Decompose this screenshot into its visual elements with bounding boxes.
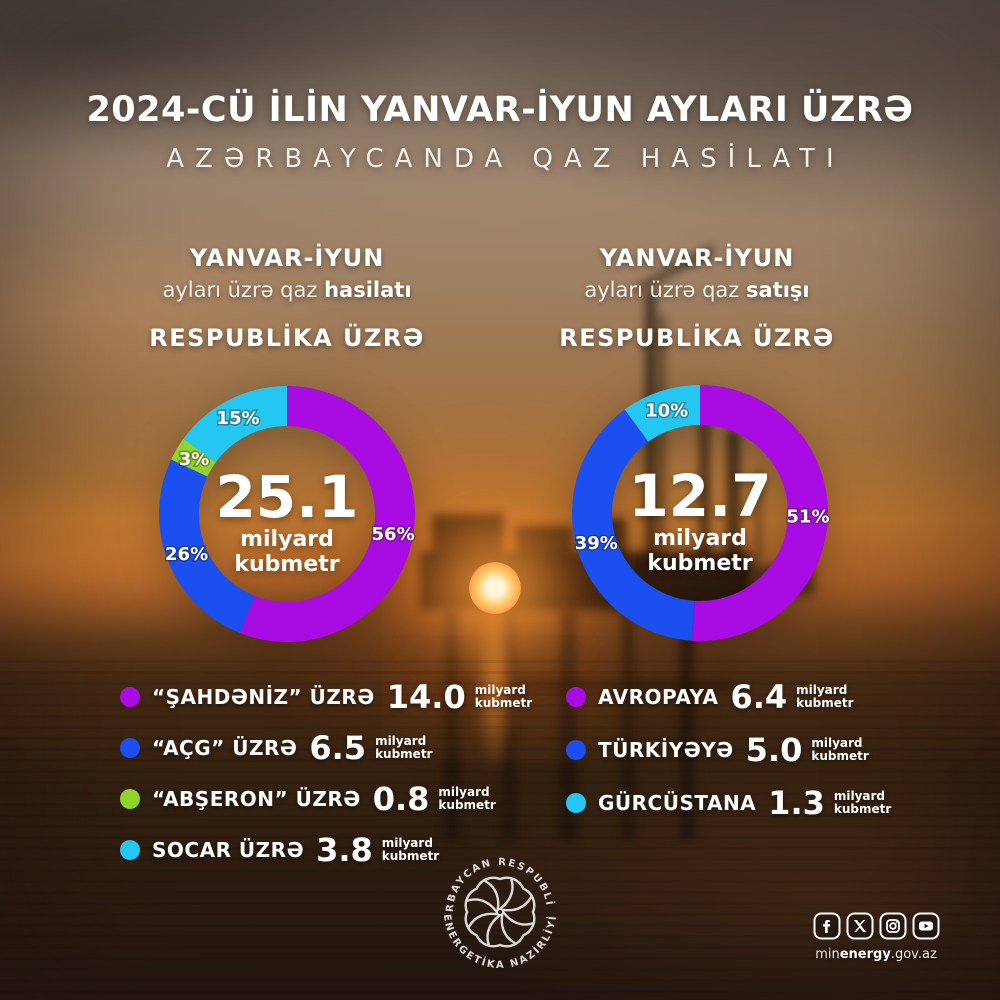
donut-percent-label: 39% xyxy=(575,533,618,554)
legend-item: “ABŞERON” ÜZRƏ 0.8 milyard kubmetr xyxy=(120,780,532,818)
production-legend: “ŞAHDƏNİZ” ÜZRƏ 14.0 milyard kubmetr “AÇG” Ü… xyxy=(120,678,532,869)
page-title: 2024-CÜ İLİN YANVAR-İYUN AYLARI ÜZRƏ xyxy=(86,90,914,130)
donut-percent-label: 56% xyxy=(372,524,415,545)
donut-segment xyxy=(159,459,255,634)
production-total-value: 25.1 xyxy=(215,463,359,531)
legend-label: “AÇG” ÜZRƏ xyxy=(152,736,298,760)
legend-unit: milyard kubmetr xyxy=(375,734,433,761)
legend-value: 6.4 xyxy=(730,678,788,716)
sun-water-reflection xyxy=(455,615,535,845)
youtube-icon[interactable] xyxy=(912,912,940,940)
sales-total-value: 12.7 xyxy=(628,462,772,530)
legend-item: AVROPAYA 6.4 milyard kubmetr xyxy=(566,678,891,716)
legend-label: “ŞAHDƏNİZ” ÜZRƏ xyxy=(152,685,375,709)
production-donut-chart: 56%26%3%15% xyxy=(159,386,416,642)
legend-label: SOCAR ÜZRƏ xyxy=(152,838,305,862)
legend-value: 3.8 xyxy=(316,831,373,869)
legend-unit: milyard kubmetr xyxy=(811,736,869,763)
website-url[interactable]: minenergy.gov.az xyxy=(815,947,937,962)
ministry-emblem: AZƏRBAYCAN RESPUBLİKASI ENERGETİKA NAZİR… xyxy=(441,857,559,972)
donut-segment xyxy=(572,409,695,641)
sales-donut-chart: 51% 39% 10% xyxy=(572,385,831,641)
donut-segment xyxy=(171,438,216,477)
production-scope-label: RESPUBLİKA ÜZRƏ xyxy=(149,324,425,352)
production-panel-heading: YANVAR-İYUN ayları üzrə qaz hasilatı RES… xyxy=(107,244,467,352)
legend-item: “AÇG” ÜZRƏ 6.5 milyard kubmetr xyxy=(120,729,532,767)
legend-color-dot xyxy=(566,793,586,813)
production-caption: ayları üzrə qaz hasilatı xyxy=(162,278,412,302)
legend-item: GÜRCÜSTANA 1.3 milyard kubmetr xyxy=(566,784,891,822)
legend-item: SOCAR ÜZRƏ 3.8 milyard kubmetr xyxy=(120,831,532,869)
sales-period-label: YANVAR-İYUN xyxy=(599,244,795,272)
donut-segment xyxy=(183,386,287,463)
footer-social-block: minenergy.gov.az xyxy=(806,912,946,962)
sales-panel-heading: YANVAR-İYUN ayları üzrə qaz satışı RESPU… xyxy=(517,244,877,352)
legend-value: 6.5 xyxy=(309,729,367,767)
sales-legend: AVROPAYA 6.4 milyard kubmetr TÜRKİYƏYƏ 5.0 mil… xyxy=(566,678,891,822)
donut-percent-label: 15% xyxy=(216,408,259,429)
legend-value: 1.3 xyxy=(768,784,825,822)
legend-color-dot xyxy=(566,740,586,760)
production-donut-center: 25.1 milyard kubmetr xyxy=(177,467,397,577)
legend-label: “ABŞERON” ÜZRƏ xyxy=(152,787,361,811)
facebook-icon[interactable] xyxy=(813,912,841,940)
legend-label: GÜRCÜSTANA xyxy=(598,791,757,815)
production-period-label: YANVAR-İYUN xyxy=(189,244,385,272)
x-icon[interactable] xyxy=(846,912,874,940)
legend-unit: milyard kubmetr xyxy=(438,785,496,812)
legend-unit: milyard kubmetr xyxy=(833,789,892,816)
page-subtitle: AZƏRBAYCANDA QAZ HASİLATI xyxy=(166,144,845,174)
legend-color-dot xyxy=(120,840,140,860)
legend-color-dot xyxy=(120,789,140,809)
legend-value: 5.0 xyxy=(745,731,803,769)
legend-unit: milyard kubmetr xyxy=(381,836,440,863)
legend-color-dot xyxy=(120,738,140,758)
legend-color-dot xyxy=(120,687,140,707)
legend-label: TÜRKİYƏYƏ xyxy=(598,738,734,762)
emblem-top-text: AZƏRBAYCAN RESPUBLİKASI xyxy=(445,857,558,915)
legend-label: AVROPAYA xyxy=(598,685,719,709)
legend-unit: milyard kubmetr xyxy=(796,683,854,710)
pinwheel-flower-icon xyxy=(464,876,536,948)
legend-item: “ŞAHDƏNİZ” ÜZRƏ 14.0 milyard kubmetr xyxy=(120,678,532,716)
setting-sun xyxy=(469,562,521,614)
instagram-icon[interactable] xyxy=(879,912,907,940)
donut-percent-label: 10% xyxy=(645,400,688,421)
donut-segment xyxy=(691,385,828,641)
header: 2024-CÜ İLİN YANVAR-İYUN AYLARI ÜZRƏ AZƏ… xyxy=(0,90,1000,174)
sales-donut-center: 12.7 milyard kubmetr xyxy=(590,466,810,576)
legend-value: 14.0 xyxy=(386,678,466,716)
legend-value: 0.8 xyxy=(372,780,430,818)
donut-percent-label: 26% xyxy=(165,544,208,565)
sales-scope-label: RESPUBLİKA ÜZRƏ xyxy=(559,324,835,352)
legend-unit: milyard kubmetr xyxy=(474,683,533,710)
emblem-bottom-text: ENERGETİKA NAZİRLİYİ xyxy=(441,914,559,972)
social-icons-row xyxy=(806,912,946,940)
sales-caption: ayları üzrə qaz satışı xyxy=(584,278,810,302)
donut-percent-label: 51% xyxy=(786,506,829,527)
donut-segment xyxy=(624,385,700,442)
donut-segment xyxy=(239,386,416,642)
legend-item: TÜRKİYƏYƏ 5.0 milyard kubmetr xyxy=(566,731,891,769)
legend-color-dot xyxy=(566,687,586,707)
